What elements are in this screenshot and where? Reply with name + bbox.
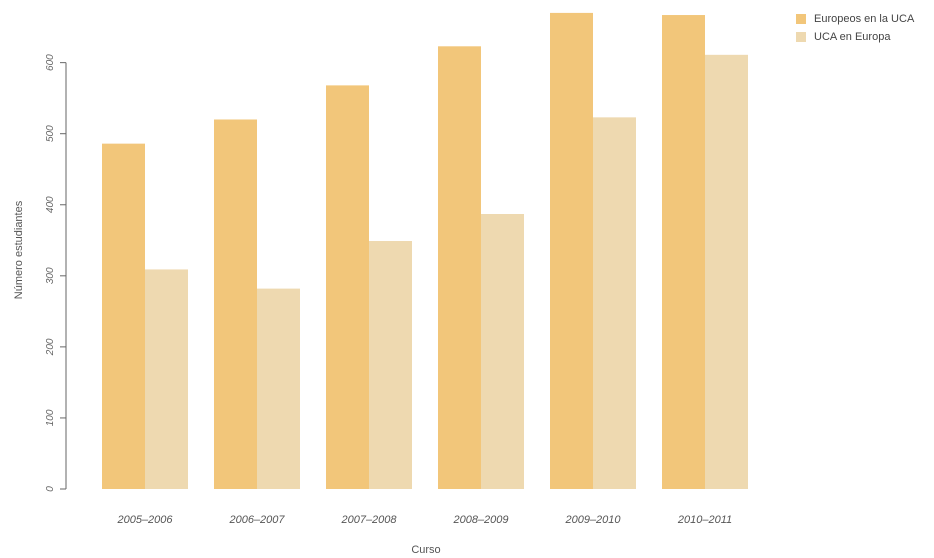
bar bbox=[102, 143, 145, 489]
bar bbox=[145, 269, 188, 489]
legend-item-europeos: Europeos en la UCA bbox=[796, 10, 914, 28]
x-tick-label: 2010–2011 bbox=[677, 514, 732, 526]
y-tick-label: 600 bbox=[45, 54, 56, 71]
bar bbox=[257, 288, 300, 489]
x-axis-labels: 2005–2006 2006–2007 2007–2008 2008–2009 2009… bbox=[116, 514, 732, 526]
bars bbox=[102, 12, 748, 490]
bar bbox=[593, 117, 636, 489]
bar bbox=[326, 85, 369, 489]
y-tick-label: 100 bbox=[45, 409, 56, 426]
legend-item-uca: UCA en Europa bbox=[796, 28, 914, 46]
x-tick-label: 2007–2008 bbox=[340, 514, 397, 526]
bar bbox=[438, 46, 481, 489]
y-tick-label: 300 bbox=[45, 267, 56, 284]
legend-swatch-europeos bbox=[796, 14, 806, 24]
legend-label-europeos: Europeos en la UCA bbox=[814, 13, 915, 25]
bar bbox=[369, 241, 412, 489]
bar bbox=[662, 15, 705, 490]
y-tick-label: 500 bbox=[45, 125, 56, 142]
x-axis-title: Curso bbox=[411, 544, 440, 556]
x-tick-label: 2009–2010 bbox=[564, 514, 621, 526]
legend: Europeos en la UCA UCA en Europa bbox=[796, 10, 914, 46]
bar bbox=[214, 119, 257, 489]
legend-label-uca: UCA en Europa bbox=[814, 31, 891, 43]
y-tick-label: 200 bbox=[45, 338, 56, 356]
y-axis: 0 100 200 300 400 500 600 bbox=[45, 54, 67, 492]
y-tick-label: 400 bbox=[45, 196, 56, 213]
x-tick-label: 2005–2006 bbox=[116, 514, 173, 526]
x-tick-label: 2008–2009 bbox=[452, 514, 508, 526]
x-tick-label: 2006–2007 bbox=[228, 514, 285, 526]
bar bbox=[481, 213, 524, 489]
bar bbox=[705, 54, 748, 490]
y-axis-title: Número estudiantes bbox=[13, 200, 25, 299]
bar bbox=[550, 12, 593, 489]
legend-swatch-uca bbox=[796, 32, 806, 42]
y-tick-label: 0 bbox=[45, 486, 56, 492]
